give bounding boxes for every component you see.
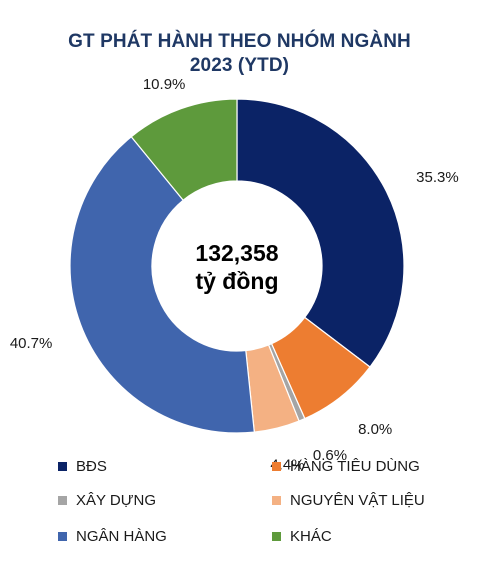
legend-item-xây-dựng: XÂY DỰNG (58, 492, 156, 509)
legend-item-hàng-tiêu-dùng: HÀNG TIÊU DÙNG (272, 458, 420, 475)
data-label-khác: 10.9% (143, 76, 186, 93)
legend-label: NGÂN HÀNG (76, 528, 167, 545)
data-label-hàng-tiêu-dùng: 8.0% (358, 421, 392, 438)
center-total-unit: tỷ đồng (195, 268, 278, 294)
legend-swatch (272, 462, 281, 471)
legend-item-ngân-hàng: NGÂN HÀNG (58, 528, 167, 545)
legend-item-nguyên-vật-liệu: NGUYÊN VẬT LIỆU (272, 492, 425, 509)
legend-item-khác: KHÁC (272, 528, 332, 545)
legend-swatch (58, 532, 67, 541)
data-label-xây-dựng: 0.6% (313, 447, 347, 464)
chart-title-line-2: 2023 (YTD) (189, 55, 290, 76)
slice-labels: 35.3%8.0%0.6%4.4%40.7%10.9% (10, 76, 459, 473)
legend-label: BĐS (76, 458, 107, 475)
legend-label: KHÁC (290, 528, 332, 545)
legend-swatch (272, 532, 281, 541)
legend-swatch (58, 496, 67, 505)
legend-label: HÀNG TIÊU DÙNG (290, 458, 420, 475)
donut-slices (69, 98, 405, 434)
data-label-ngân-hàng: 40.7% (10, 335, 53, 352)
slice-bđs (236, 98, 405, 368)
legend-swatch (58, 462, 67, 471)
legend-label: XÂY DỰNG (76, 492, 157, 509)
slice-ngân-hàng (69, 135, 255, 434)
center-total-value: 132,358 (195, 240, 278, 266)
chart-title: GT PHÁT HÀNH THEO NHÓM NGÀNH 2023 (YTD) (0, 30, 479, 78)
data-label-bđs: 35.3% (416, 169, 459, 186)
legend-item-bđs: BĐS (58, 458, 107, 475)
slice-khác (130, 98, 238, 202)
legend-swatch (272, 496, 281, 505)
legend-label: NGUYÊN VẬT LIỆU (290, 492, 425, 509)
chart-title-line-1: GT PHÁT HÀNH THEO NHÓM NGÀNH (68, 31, 411, 52)
